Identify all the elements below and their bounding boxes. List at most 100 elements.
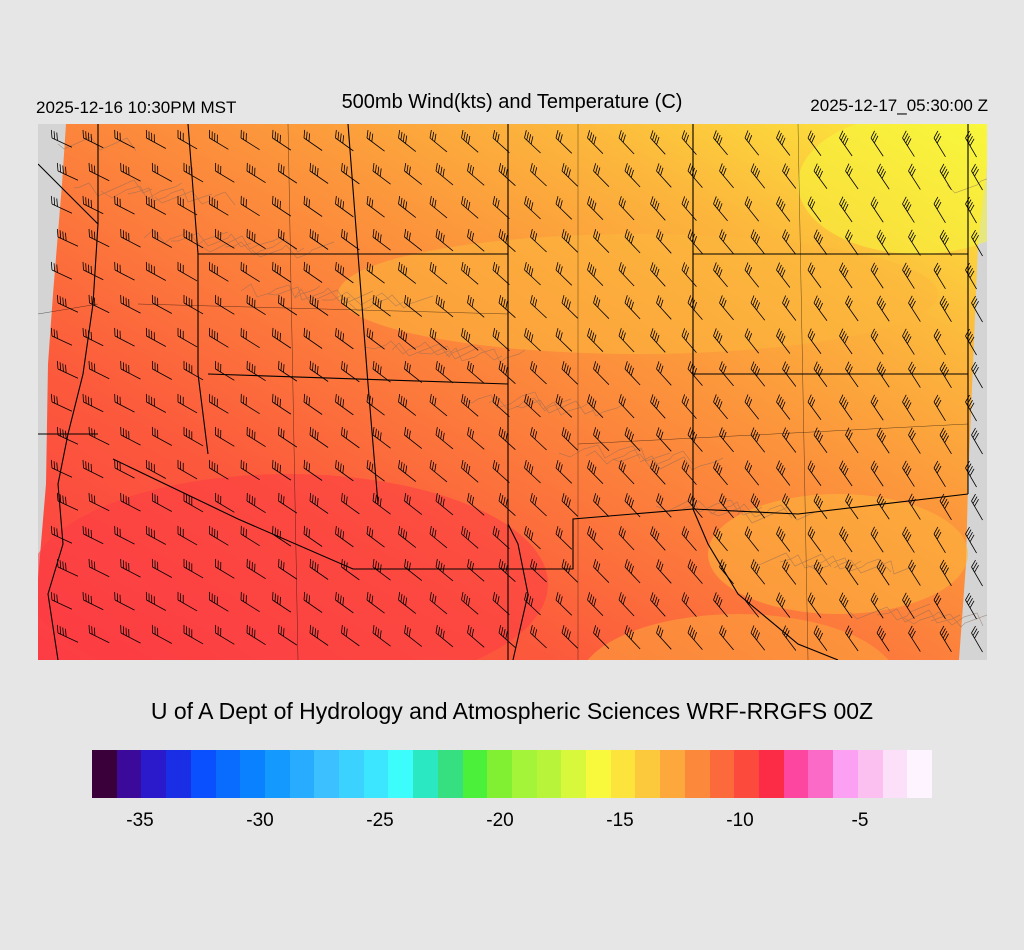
wind-barb (461, 460, 479, 483)
wind-barb (429, 459, 448, 483)
wind-barb (719, 625, 734, 651)
wind-barb (335, 195, 354, 218)
wind-barb (807, 460, 822, 486)
wind-barb (209, 195, 229, 216)
colorbar-label: -15 (606, 810, 634, 831)
wind-barb (398, 261, 417, 284)
wind-barb (624, 361, 641, 386)
contour-line (267, 286, 351, 302)
wind-barb (744, 328, 760, 354)
wind-barb (744, 196, 760, 222)
wind-barb (908, 163, 921, 190)
wind-barb (50, 327, 73, 346)
wind-barb (782, 625, 797, 651)
wind-barb (650, 460, 666, 485)
wind-barb (555, 328, 573, 352)
wind-barb (870, 262, 884, 289)
wind-barb (366, 393, 385, 416)
wind-barb (498, 493, 516, 516)
wind-barb (341, 558, 360, 581)
wind-barb (876, 295, 890, 322)
wind-barb (965, 592, 977, 620)
colorbar-swatch (462, 750, 488, 798)
wind-barb (88, 492, 110, 512)
wind-barb (650, 328, 666, 353)
wind-barb (88, 558, 110, 578)
wind-barb (120, 360, 141, 380)
colorbar-swatch (610, 750, 636, 798)
wind-barb (965, 394, 977, 422)
wind-barb (939, 361, 952, 388)
wind-barb (650, 592, 666, 617)
wind-barb (870, 592, 884, 619)
contour-line (752, 552, 832, 568)
wind-barb (177, 261, 198, 282)
wind-barb (656, 229, 672, 254)
wind-barb (114, 459, 135, 479)
wind-barb (807, 130, 822, 156)
contour-line (639, 455, 724, 471)
wind-barb (750, 427, 766, 453)
wind-barb (492, 394, 510, 417)
wind-barb (618, 394, 635, 419)
wind-barb (618, 460, 635, 485)
wind-barb (624, 229, 641, 254)
wind-barb (719, 163, 734, 189)
wind-barb (524, 262, 541, 286)
colorbar-swatch (561, 750, 587, 798)
wind-barb (876, 361, 890, 388)
wind-barb (240, 591, 260, 613)
colorbar-swatch (166, 750, 191, 798)
wind-barb (530, 427, 547, 451)
wind-barb (404, 624, 423, 647)
wind-barb (813, 493, 828, 519)
wind-barb (807, 526, 822, 552)
wind-barb (561, 559, 579, 583)
wind-barb (435, 624, 454, 648)
wind-barb (845, 493, 859, 520)
wind-barb (404, 492, 423, 515)
wind-barb (366, 459, 385, 482)
wind-barb (114, 591, 135, 611)
wind-barb (335, 261, 354, 284)
wind-barb (309, 558, 329, 580)
wind-barb (145, 393, 167, 413)
wind-barb (303, 327, 323, 349)
wind-barb (215, 624, 235, 645)
contour-line (709, 503, 793, 519)
wind-barb (398, 393, 417, 416)
wind-barb (870, 526, 884, 553)
wind-barb (151, 360, 173, 380)
wind-barb (240, 459, 260, 481)
wind-barb (750, 163, 766, 189)
wind-barb (435, 228, 454, 252)
wind-barb (120, 162, 141, 182)
wind-barb (278, 294, 298, 316)
wind-barb (561, 361, 579, 385)
wind-barb (908, 493, 921, 520)
wind-barb (555, 394, 573, 418)
wind-barb (908, 559, 921, 586)
wind-barb (240, 261, 260, 283)
wind-barb (303, 393, 323, 415)
wind-barb (530, 163, 547, 187)
wind-barb (933, 262, 946, 289)
wind-barb (303, 525, 323, 547)
wind-barb (278, 228, 298, 250)
colorbar-swatch (92, 750, 117, 798)
wind-barb (398, 525, 417, 548)
colorbar-label: -30 (246, 810, 274, 831)
wind-barb (492, 592, 510, 615)
wind-barb (209, 591, 229, 612)
wind-barb (687, 163, 703, 188)
wind-barb (145, 261, 167, 281)
wind-barb (593, 229, 610, 253)
wind-barb (309, 294, 329, 316)
wind-barb (120, 558, 141, 578)
wind-barb (971, 427, 983, 455)
wind-barb (876, 163, 890, 190)
colorbar-swatch (783, 750, 809, 798)
wind-barb (492, 196, 510, 219)
contour-line (655, 498, 740, 514)
wind-barb (366, 525, 385, 548)
